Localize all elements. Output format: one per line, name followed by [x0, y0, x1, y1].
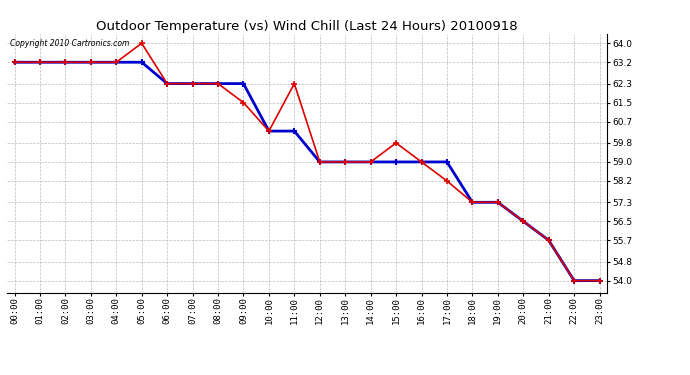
Title: Outdoor Temperature (vs) Wind Chill (Last 24 Hours) 20100918: Outdoor Temperature (vs) Wind Chill (Las… — [96, 20, 518, 33]
Text: Copyright 2010 Cartronics.com: Copyright 2010 Cartronics.com — [10, 39, 129, 48]
